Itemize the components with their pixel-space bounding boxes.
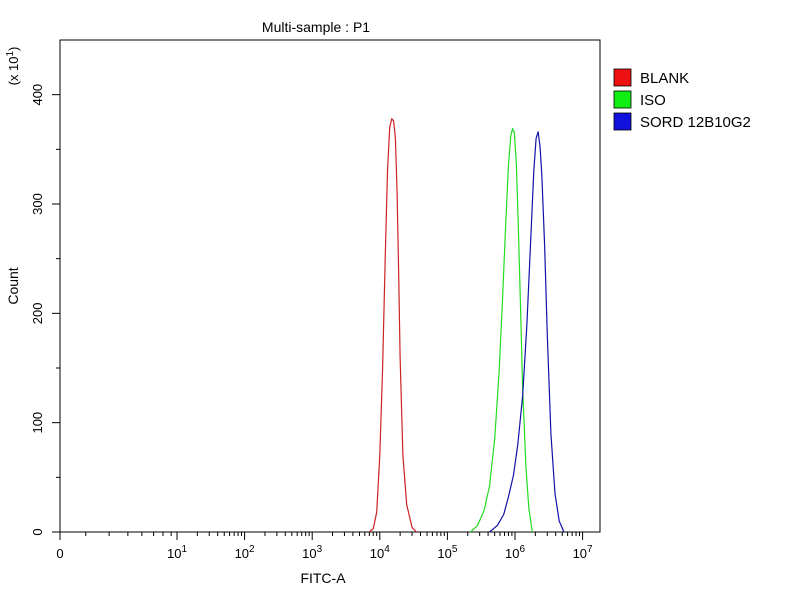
y-tick-label: 100 (30, 412, 45, 434)
series-line-2 (489, 131, 565, 533)
x-tick-exp: 2 (249, 544, 255, 555)
y-multiplier-close: ) (6, 47, 21, 51)
plot-area (59, 39, 601, 533)
x-axis-ticks: 0 101 102 103 104 105 106 107 (56, 532, 593, 561)
x-tick-exp: 6 (519, 544, 525, 555)
series-lines (368, 118, 565, 533)
chart-title: Multi-sample : P1 (262, 19, 370, 35)
x-tick-exp: 4 (384, 544, 390, 555)
x-tick-exp: 3 (317, 544, 323, 555)
x-tick-label: 101 (167, 544, 187, 561)
x-tick-base: 10 (370, 546, 384, 561)
x-tick-exp: 5 (452, 544, 458, 555)
legend-label-0: BLANK (640, 70, 689, 87)
x-tick-base: 10 (167, 546, 181, 561)
y-multiplier-exp: 1 (5, 51, 16, 57)
y-tick-label: 200 (30, 302, 45, 324)
x-tick-base: 10 (573, 546, 587, 561)
x-axis-label: FITC-A (300, 570, 346, 586)
x-tick-base: 10 (505, 546, 519, 561)
y-axis-multiplier: (x 101) (5, 47, 21, 86)
y-axis-label: Count (5, 267, 21, 304)
series-line-0 (368, 118, 418, 533)
y-multiplier-base: (x 10 (6, 57, 21, 86)
y-tick-label: 0 (30, 528, 45, 535)
y-axis-ticks: 0 100 200 300 400 (30, 84, 60, 536)
x-tick-exp: 7 (587, 544, 593, 555)
x-tick-base: 10 (302, 546, 316, 561)
x-tick-base: 0 (56, 546, 63, 561)
y-tick-label: 400 (30, 84, 45, 106)
legend-swatch-2 (613, 112, 632, 131)
x-tick-label: 104 (370, 544, 390, 561)
legend-label-1: ISO (640, 92, 666, 109)
x-tick-base: 10 (437, 546, 451, 561)
x-tick-base: 10 (235, 546, 249, 561)
legend-swatch-0 (613, 68, 632, 87)
x-tick-label: 107 (573, 544, 593, 561)
x-tick-label: 106 (505, 544, 525, 561)
y-tick-label: 300 (30, 193, 45, 215)
legend-swatch-1 (613, 90, 632, 109)
x-tick-label: 103 (302, 544, 322, 561)
x-tick-label: 102 (235, 544, 255, 561)
x-tick-label: 105 (437, 544, 457, 561)
x-tick-label: 0 (56, 546, 63, 561)
legend: BLANK ISO SORD 12B10G2 (613, 68, 751, 131)
legend-label-2: SORD 12B10G2 (640, 114, 751, 131)
x-tick-exp: 1 (181, 544, 187, 555)
